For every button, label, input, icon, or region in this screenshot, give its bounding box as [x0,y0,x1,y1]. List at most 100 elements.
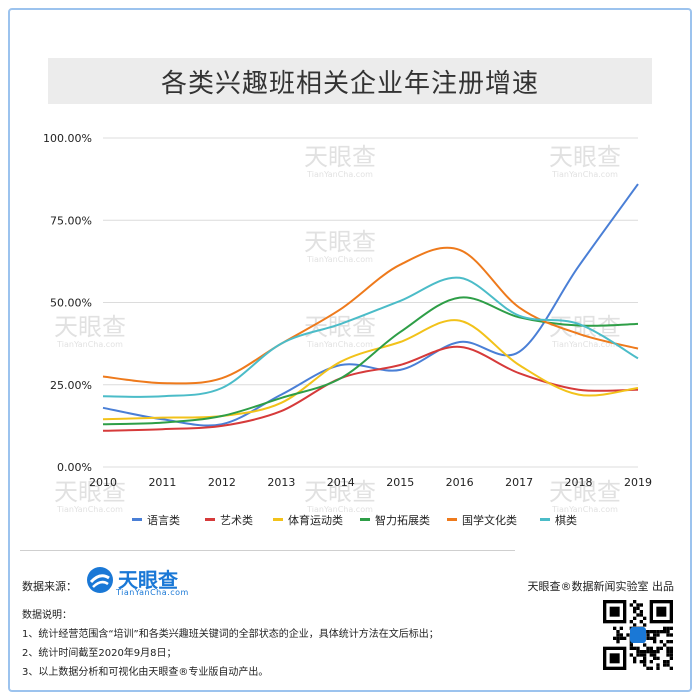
qr-module [613,636,617,640]
qr-module [616,640,620,644]
qr-module [659,646,663,650]
legend-swatch [360,518,370,521]
qr-module [643,663,647,667]
x-tick-label: 2012 [208,476,236,489]
watermark-subtext: TianYanCha.com [56,340,123,349]
watermark-subtext: TianYanCha.com [56,505,123,514]
qr-module [643,623,647,627]
legend-label: 智力拓展类 [375,513,430,527]
legend-swatch [447,518,457,521]
qr-module [669,633,673,637]
qr-module [629,653,633,657]
qr-module [643,653,647,657]
qr-module [636,650,640,654]
notes-line-3: 3、以上数据分析和可视化由天眼查®专业版自动产出。 [22,667,269,678]
qr-module [633,656,637,660]
qr-module [659,630,663,634]
qr-module [639,653,643,657]
qr-module [669,646,673,650]
qr-module [639,650,643,654]
qr-module [629,603,633,607]
y-tick-label: 50.00% [50,297,92,310]
qr-module [653,653,657,657]
qr-module [666,660,670,664]
qr-module [646,666,650,670]
qr-module [666,663,670,667]
qr-module [666,640,670,644]
qr-module [639,603,643,607]
qr-module [646,650,650,654]
qr-module [646,630,650,634]
qr-module [653,633,657,637]
watermark-text: 天眼查 [549,478,621,506]
qr-module [663,626,667,630]
watermark-text: 天眼查 [549,143,621,171]
qr-module [669,626,673,630]
qr-module [636,606,640,610]
y-tick-label: 100.00% [43,132,92,145]
qr-module [633,646,637,650]
qr-module [619,633,623,637]
notes-heading: 数据说明： [22,610,72,621]
tianyancha-logo-icon [87,567,113,593]
qr-module [649,650,653,654]
qr-module [616,630,620,634]
qr-module [656,650,660,654]
qr-module [643,650,647,654]
qr-module [656,656,660,660]
qr-module [666,650,670,654]
qr-module [633,616,637,620]
qr-module [639,660,643,664]
qr-module [633,660,637,664]
qr-module [666,653,670,657]
legend-label: 艺术类 [220,513,253,527]
watermark-subtext: TianYanCha.com [551,340,618,349]
qr-module [649,636,653,640]
qr-module [649,653,653,657]
legend-label: 国学文化类 [462,513,517,527]
watermark-text: 天眼查 [304,228,376,256]
qr-finder [656,606,667,617]
qr-module [663,630,667,634]
qr-module [666,630,670,634]
watermark-text: 天眼查 [304,313,376,341]
x-tick-label: 2016 [446,476,474,489]
tianyancha-logo: 天眼查 TianYanCha.com [86,566,188,597]
series-line-1 [102,183,639,427]
qr-module [653,630,657,634]
series-line-5 [102,246,639,385]
qr-module [669,666,673,670]
qr-module [619,636,623,640]
qr-module [666,633,670,637]
source-label: 数据来源： [22,580,77,593]
qr-module [626,633,630,637]
qr-module [669,653,673,657]
qr-module [649,630,653,634]
qr-module [616,633,620,637]
qr-module [636,613,640,617]
qr-module [646,636,650,640]
notes-line-2: 2、统计时间截至2020年9月8日； [22,648,177,659]
qr-module [633,610,637,614]
x-tick-label: 2010 [89,476,117,489]
qr-module [656,666,660,670]
watermark-subtext: TianYanCha.com [551,170,618,179]
qr-module [659,640,663,644]
qr-module [663,663,667,667]
qr-module [666,626,670,630]
qr-code[interactable] [603,600,673,670]
qr-module [629,620,633,624]
qr-module [636,603,640,607]
legend-label: 体育运动类 [288,513,343,527]
x-tick-label: 2013 [267,476,295,489]
qr-module [623,636,627,640]
qr-module [646,646,650,650]
qr-module [633,600,637,604]
watermark-subtext: TianYanCha.com [306,340,373,349]
chart-title: 各类兴趣班相关企业年注册增速 [48,58,652,104]
qr-module [629,646,633,650]
qr-finder [609,606,620,617]
logo-name: 天眼查 [118,568,178,592]
x-tick-label: 2019 [624,476,652,489]
